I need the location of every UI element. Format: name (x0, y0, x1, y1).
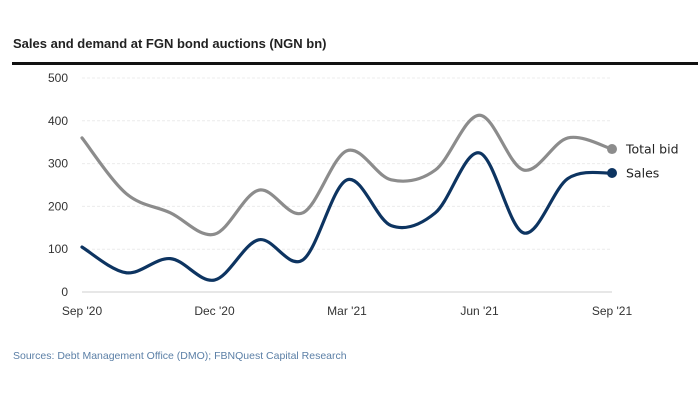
total-bid-end-marker (607, 144, 617, 155)
total-bid-legend-label: Total bid (625, 142, 679, 157)
total-bid-line (80, 113, 614, 237)
sales-end-marker (607, 168, 617, 179)
title-rule (12, 62, 698, 65)
y-tick-label: 200 (48, 199, 68, 213)
y-tick-label: 300 (48, 157, 68, 171)
sales-line (80, 151, 614, 282)
x-tick-label: Mar '21 (327, 304, 367, 318)
y-tick-label: 0 (61, 285, 68, 299)
chart-title: Sales and demand at FGN bond auctions (N… (13, 36, 327, 51)
y-tick-label: 100 (48, 242, 68, 256)
y-tick-label: 400 (48, 114, 68, 128)
x-tick-label: Sep '21 (592, 304, 633, 318)
y-tick-label: 500 (48, 71, 68, 85)
x-tick-label: Dec '20 (194, 304, 235, 318)
source-note: Sources: Debt Management Office (DMO); F… (13, 350, 347, 362)
x-tick-label: Jun '21 (460, 304, 499, 318)
x-tick-label: Sep '20 (62, 304, 103, 318)
sales-legend-label: Sales (626, 166, 659, 181)
